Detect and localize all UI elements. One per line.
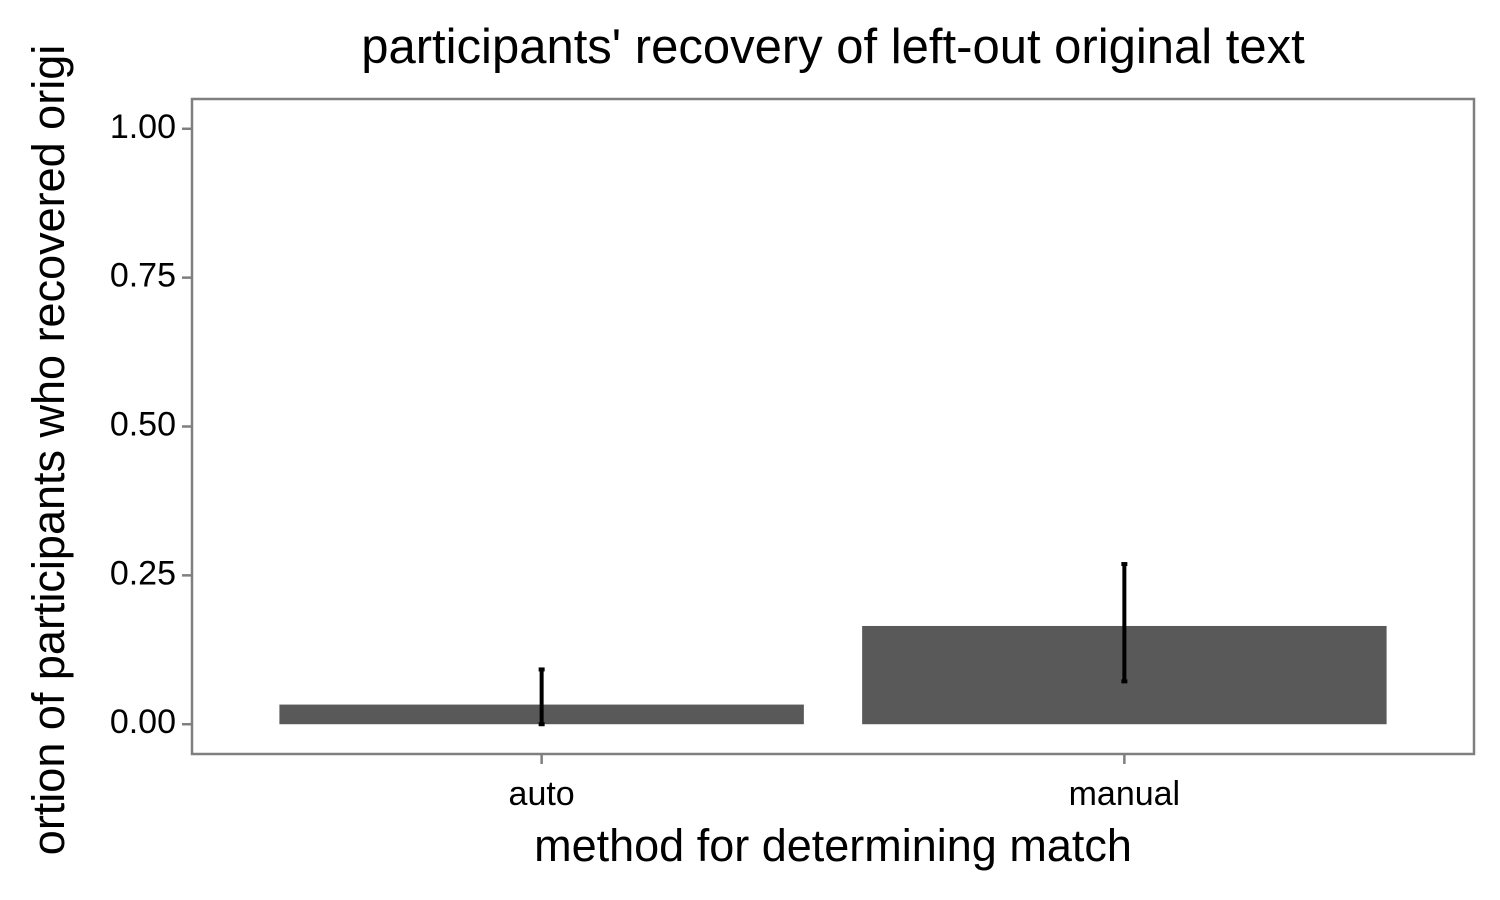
y-tick-label: 1.00	[110, 108, 176, 146]
x-axis-title: method for determining match	[534, 820, 1132, 871]
x-tick-label: manual	[1069, 775, 1181, 813]
y-tick-label: 0.75	[110, 257, 176, 295]
y-tick-label: 0.25	[110, 554, 176, 592]
chart-title: participants' recovery of left-out origi…	[361, 20, 1305, 74]
x-tick-label: auto	[509, 775, 575, 813]
y-tick-label: 0.00	[110, 703, 176, 741]
y-axis-title: ortion of participants who recovered ori…	[23, 45, 74, 855]
y-tick-label: 0.50	[110, 405, 176, 443]
